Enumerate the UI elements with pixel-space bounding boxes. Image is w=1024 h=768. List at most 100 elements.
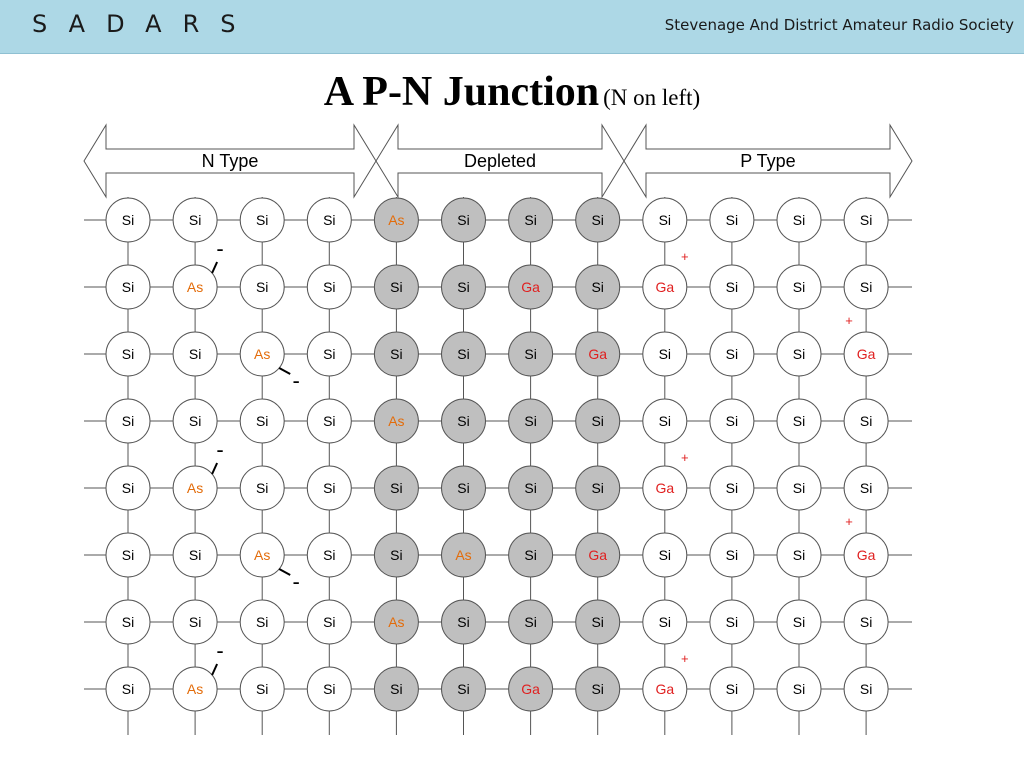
atom-si: Si [239, 666, 285, 712]
atom-circle [508, 398, 554, 444]
atom-label: Si [659, 413, 671, 429]
atom-label: Ga [655, 681, 674, 697]
atom-si: Si [776, 331, 822, 377]
atom-label: Si [726, 279, 738, 295]
atom-si: Si [709, 197, 755, 243]
atom-si: Si [441, 197, 486, 243]
atom-circle [441, 398, 486, 444]
atom-label: As [187, 681, 203, 697]
atom-circle [575, 465, 621, 511]
atom-si: Si [105, 465, 151, 511]
atom-label: Si [189, 614, 201, 630]
atom-si: Si [709, 599, 755, 645]
atom-si: Si [843, 599, 889, 645]
atom-circle [105, 532, 151, 578]
atom-circle [105, 666, 151, 712]
atom-label: Si [726, 346, 738, 362]
atom-label: Si [659, 346, 671, 362]
atom-label: Si [726, 614, 738, 630]
atom-label: Si [591, 480, 603, 496]
atom-circle [709, 197, 755, 243]
atom-circle [642, 666, 688, 712]
atom-label: Si [860, 480, 872, 496]
atom-label: Si [726, 413, 738, 429]
atom-si: Si [508, 398, 554, 444]
atom-circle [441, 197, 486, 243]
atom-circle [575, 398, 621, 444]
atom-label: Si [323, 346, 335, 362]
electron-bond [211, 663, 219, 676]
electron-bond [211, 261, 219, 274]
atom-si: Si [105, 264, 151, 310]
atom-si: Si [709, 398, 755, 444]
hole-symbol: + [681, 651, 689, 666]
atom-as: As [373, 599, 419, 645]
atom-label: Si [524, 547, 536, 563]
atom-circle [172, 197, 218, 243]
atom-ga: Ga [843, 331, 889, 377]
atom-si: Si [172, 599, 218, 645]
atom-circle [373, 465, 419, 511]
atom-label: Si [256, 614, 268, 630]
electron-symbol: - [293, 368, 300, 393]
atom-label: As [455, 547, 471, 563]
electron-symbol: - [293, 569, 300, 594]
atom-circle [441, 599, 486, 645]
atom-si: Si [642, 331, 688, 377]
atom-si: Si [508, 599, 554, 645]
atom-label: Si [591, 681, 603, 697]
atom-label: Ga [588, 547, 607, 563]
atom-circle [105, 264, 151, 310]
atom-label: Si [793, 480, 805, 496]
atom-circle [172, 532, 218, 578]
atom-si: Si [373, 465, 419, 511]
atom-label: Si [659, 547, 671, 563]
atom-label: Si [122, 547, 134, 563]
atom-ga: Ga [642, 666, 688, 712]
atom-si: Si [843, 264, 889, 310]
atom-label: Si [256, 413, 268, 429]
atom-label: Si [323, 547, 335, 563]
atom-as: As [373, 197, 419, 243]
atom-label: Si [591, 279, 603, 295]
atom-as: As [441, 532, 486, 578]
atom-circle [508, 331, 554, 377]
atom-circle [239, 532, 285, 578]
atom-circle [373, 532, 419, 578]
atom-ga: Ga [575, 532, 621, 578]
atom-circle [843, 465, 889, 511]
atom-circle [776, 666, 822, 712]
free-electron: - [211, 437, 224, 475]
electron-symbol: - [216, 236, 223, 261]
atom-as: As [373, 398, 419, 444]
atom-circle [709, 264, 755, 310]
atom-si: Si [642, 532, 688, 578]
atom-si: Si [508, 465, 554, 511]
atom-circle [105, 465, 151, 511]
atom-ga: Ga [642, 465, 688, 511]
atom-circle [843, 532, 889, 578]
atom-circle [843, 264, 889, 310]
atom-circle [172, 331, 218, 377]
atom-label: As [388, 614, 404, 630]
atom-si: Si [508, 331, 554, 377]
atom-label: Si [524, 614, 536, 630]
atom-label: As [187, 279, 203, 295]
atom-circle [441, 465, 486, 511]
atom-label: Si [457, 279, 469, 295]
atom-si: Si [105, 331, 151, 377]
atom-label: Si [659, 614, 671, 630]
atom-si: Si [239, 465, 285, 511]
atom-circle [239, 398, 285, 444]
atom-circle [776, 264, 822, 310]
atom-circle [843, 599, 889, 645]
atom-label: Si [793, 547, 805, 563]
society-name: Stevenage And District Amateur Radio Soc… [664, 16, 1014, 34]
atom-circle [306, 532, 352, 578]
atom-circle [575, 599, 621, 645]
atom-si: Si [172, 532, 218, 578]
atom-label: Si [256, 480, 268, 496]
atom-si: Si [709, 666, 755, 712]
atom-label: Si [256, 279, 268, 295]
atom-si: Si [642, 398, 688, 444]
